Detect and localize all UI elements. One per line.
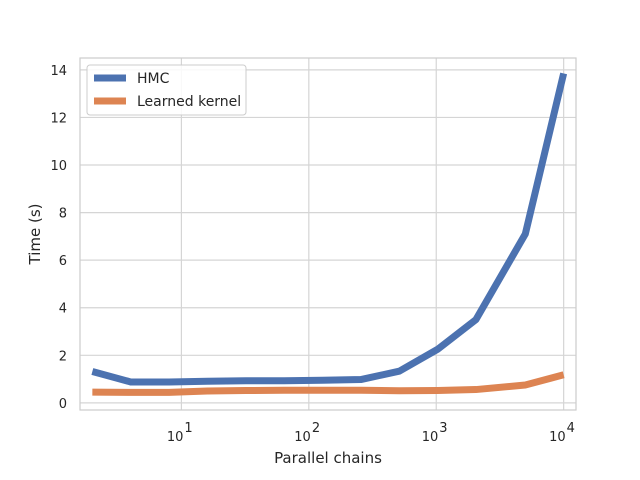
y-tick-label: 8: [59, 207, 67, 222]
y-tick-label: 0: [59, 397, 67, 412]
series-line-learned-kernel: [92, 371, 565, 396]
y-axis-label: Time (s): [26, 204, 44, 266]
series-group: [91, 72, 568, 396]
y-tick-label: 10: [50, 159, 67, 174]
x-tick-label-base: 10: [294, 430, 311, 445]
y-tick-label: 14: [50, 64, 67, 79]
y-tick-label: 2: [59, 349, 67, 364]
x-axis-label: Parallel chains: [274, 449, 382, 467]
y-tick-label: 6: [59, 254, 67, 269]
x-tick-label-exponent: 2: [312, 421, 320, 436]
x-tick-label-exponent: 4: [567, 421, 575, 436]
y-tick-label: 12: [50, 111, 67, 126]
legend: HMC Learned kernel: [86, 64, 247, 116]
x-tick-label-base: 10: [422, 430, 439, 445]
x-tick-label-exponent: 3: [439, 421, 447, 436]
legend-label: HMC: [137, 71, 170, 87]
x-tick-label-base: 10: [167, 430, 184, 445]
y-tick-labels: 0 2 4 6 8 10 12 14: [50, 64, 67, 412]
legend-label: Learned kernel: [137, 94, 241, 110]
x-tick-label-exponent: 1: [184, 421, 192, 436]
plot-frame: [79, 57, 577, 411]
x-tick-label-base: 10: [549, 430, 566, 445]
legend-box: [86, 64, 247, 116]
y-tick-label: 4: [59, 302, 67, 317]
series-line-hmc: [91, 72, 568, 386]
